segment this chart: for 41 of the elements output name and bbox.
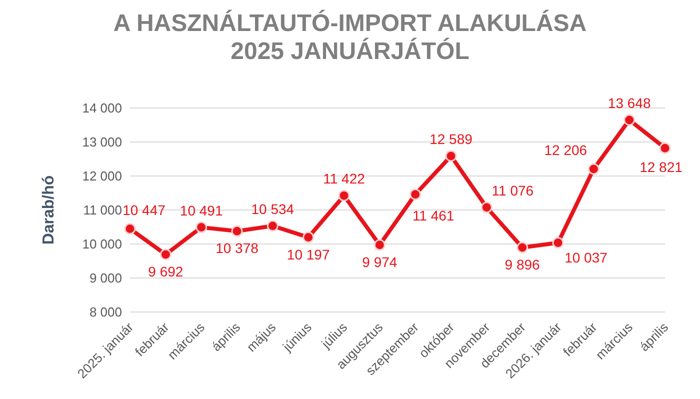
data-label: 11 461 xyxy=(412,207,454,224)
point xyxy=(124,223,136,235)
y-tick-label: 10 000 xyxy=(82,236,122,252)
data-label: 10 534 xyxy=(251,200,294,217)
point xyxy=(552,236,564,248)
point xyxy=(480,202,492,214)
data-label: 10 491 xyxy=(180,202,223,218)
point xyxy=(624,114,636,126)
point xyxy=(516,242,528,254)
point xyxy=(410,188,422,200)
y-tick-label: 8 000 xyxy=(89,304,122,320)
point xyxy=(374,239,386,251)
point xyxy=(160,248,172,260)
y-tick-label: 14 000 xyxy=(82,100,122,116)
point xyxy=(338,190,350,202)
data-label: 9 692 xyxy=(148,263,184,280)
point xyxy=(231,225,243,237)
y-tick-label: 9 000 xyxy=(89,270,122,286)
y-tick-label: 13 000 xyxy=(82,134,122,150)
data-label: 13 648 xyxy=(608,94,651,111)
data-label: 9 896 xyxy=(504,256,540,273)
point xyxy=(445,150,457,162)
data-label: 12 589 xyxy=(430,130,473,147)
data-label: 12 821 xyxy=(640,159,683,176)
data-label: 10 197 xyxy=(286,246,330,262)
point xyxy=(588,163,600,175)
chart-title: A HASZNÁLTAUTÓ-IMPORT ALAKULÁSA 2025 JANUÁRJÁTÓL xyxy=(112,10,588,66)
data-label: 11 076 xyxy=(492,182,534,198)
data-label: 11 422 xyxy=(323,170,366,187)
data-label: 12 206 xyxy=(544,142,588,158)
data-label: 10 378 xyxy=(216,240,259,256)
point xyxy=(266,220,278,232)
data-label: 9 974 xyxy=(362,254,398,270)
point xyxy=(659,142,671,154)
data-label: 10 447 xyxy=(122,202,166,218)
y-tick-label: 12 000 xyxy=(82,168,122,184)
y-axis-title: Darab/hó xyxy=(40,175,58,245)
point xyxy=(196,222,208,234)
y-tick-label: 11 000 xyxy=(83,202,122,218)
point xyxy=(302,232,314,244)
data-label: 10 037 xyxy=(564,250,608,266)
